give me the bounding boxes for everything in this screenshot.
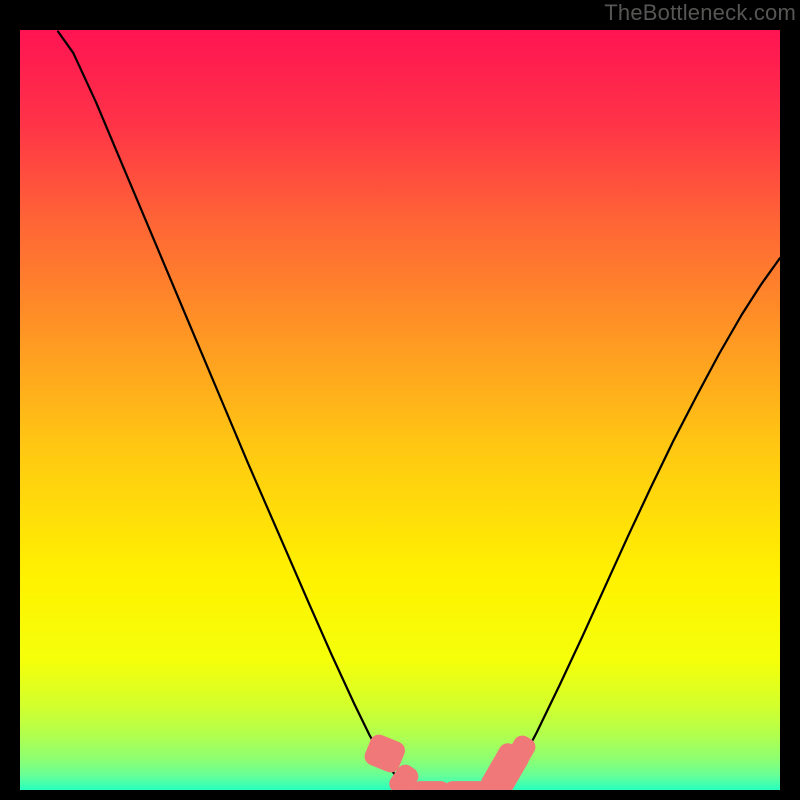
bottleneck-curve xyxy=(58,32,780,788)
chart-overlay xyxy=(20,30,780,790)
plot-area xyxy=(20,30,780,790)
highlight-blob xyxy=(411,781,449,790)
watermark-text: TheBottleneck.com xyxy=(604,0,796,26)
highlight-blobs xyxy=(362,732,539,790)
